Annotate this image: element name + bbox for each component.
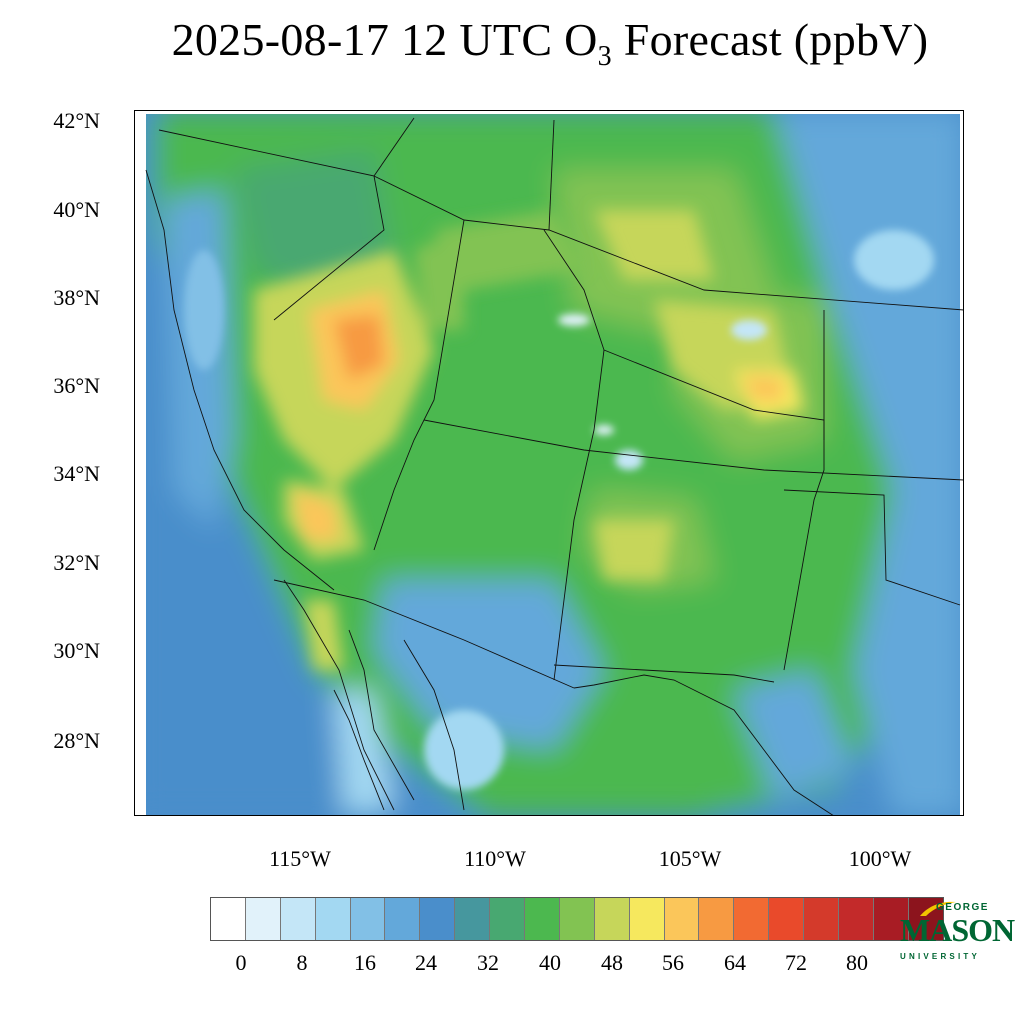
colorbar-swatch-0 [211, 898, 245, 940]
white-nodata-corner [134, 110, 964, 816]
colorbar-swatch-36 [524, 898, 559, 940]
lat-label-34n: 34°N [53, 461, 100, 486]
lon-label-105w: 105°W [658, 846, 722, 871]
lon-label-115w: 115°W [269, 846, 331, 871]
colorbar-swatch-20 [384, 898, 420, 940]
colorbar-swatch-40 [558, 898, 594, 940]
colorbar-label-24: 24 [415, 950, 437, 975]
colorbar [210, 897, 944, 941]
colorbar-label-8: 8 [296, 950, 308, 975]
colorbar-label-16: 16 [354, 950, 376, 975]
logo-university-text: UNIVERSITY [900, 952, 981, 961]
logo-swoosh-icon [920, 901, 956, 916]
colorbar-swatch-32 [489, 898, 525, 940]
colorbar-swatch-48 [628, 898, 664, 940]
colorbar-swatch-60 [733, 898, 769, 940]
ozone-map [134, 110, 964, 816]
colorbar-swatch-44 [593, 898, 629, 940]
colorbar-swatch-52 [663, 898, 699, 940]
colorbar-swatch-56 [698, 898, 734, 940]
lat-label-40n: 40°N [53, 197, 100, 222]
ozone-field-high [254, 210, 804, 670]
colorbar-label-56: 56 [662, 950, 684, 975]
colorbar-label-80: 80 [846, 950, 868, 975]
colorbar-swatch-12 [314, 898, 350, 940]
ozone-field-low-spots [184, 230, 934, 790]
colorbar-swatch-28 [454, 898, 490, 940]
lat-label-38n: 38°N [53, 285, 100, 310]
colorbar-label-40: 40 [539, 950, 561, 975]
chart-title: 2025-08-17 12 UTC O3 Forecast (ppbV) [171, 14, 929, 72]
lat-label-42n: 42°N [53, 108, 100, 133]
colorbar-swatch-76 [872, 898, 908, 940]
colorbar-swatch-72 [838, 898, 873, 940]
lon-label-110w: 110°W [464, 846, 526, 871]
colorbar-swatch-8 [279, 898, 315, 940]
logo-mason-text: MASON [900, 912, 1015, 948]
colorbar-label-64: 64 [724, 950, 746, 975]
logo-george-text: GEORGE [936, 902, 989, 913]
lat-label-28n: 28°N [53, 728, 100, 753]
colorbar-swatch-4 [244, 898, 280, 940]
lat-label-36n: 36°N [53, 373, 100, 398]
lon-label-100w: 100°W [848, 846, 912, 871]
colorbar-swatch-64 [768, 898, 804, 940]
colorbar-swatch-68 [803, 898, 839, 940]
boundaries [145, 117, 964, 816]
colorbar-label-32: 32 [477, 950, 499, 975]
colorbar-swatch-16 [349, 898, 385, 940]
lat-label-30n: 30°N [53, 638, 100, 663]
george-mason-logo: GEORGE MASON UNIVERSITY [898, 900, 1015, 970]
colorbar-label-72: 72 [785, 950, 807, 975]
lat-label-32n: 32°N [53, 550, 100, 575]
colorbar-label-48: 48 [601, 950, 623, 975]
colorbar-swatch-24 [419, 898, 455, 940]
colorbar-label-0: 0 [235, 950, 247, 975]
